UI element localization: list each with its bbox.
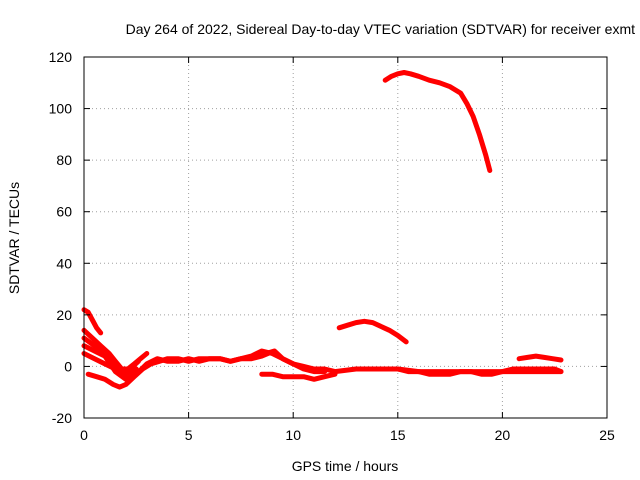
grid: [84, 57, 607, 418]
x-axis-label: GPS time / hours: [292, 458, 399, 474]
y-tick-label: 40: [56, 255, 72, 271]
series-arc-1: [81, 307, 104, 336]
x-tick-label: 25: [599, 427, 615, 443]
x-tick-label: 10: [285, 427, 301, 443]
series-layer: [81, 70, 564, 390]
x-tick-label: 15: [390, 427, 406, 443]
y-tick-label: 80: [56, 152, 72, 168]
y-tick-label: -20: [52, 410, 72, 426]
series-arc-3: [81, 335, 141, 375]
y-tick-label: 0: [64, 358, 72, 374]
x-tick-label: 5: [185, 427, 193, 443]
plot-frame: [83, 56, 608, 419]
y-axis-label: SDTVAR / TECUs: [6, 182, 22, 294]
x-tick-label: 20: [495, 427, 511, 443]
y-tick-label: 60: [56, 204, 72, 220]
y-tick-label: 120: [49, 49, 73, 65]
y-tick-label: 20: [56, 307, 72, 323]
x-tick-label: 0: [80, 427, 88, 443]
series-arc-10: [382, 70, 493, 173]
axis-ticks: 0 5 10 15 20 25 -20 0 20 40 60 80 100 120: [49, 49, 615, 443]
chart-title: Day 264 of 2022, Sidereal Day-to-day VTE…: [126, 21, 635, 37]
series-arc-7: [259, 371, 338, 382]
series-arc-11: [384, 366, 564, 377]
series-arc-12: [516, 353, 564, 363]
y-tick-label: 100: [49, 101, 73, 117]
series-arc-9: [336, 318, 409, 345]
